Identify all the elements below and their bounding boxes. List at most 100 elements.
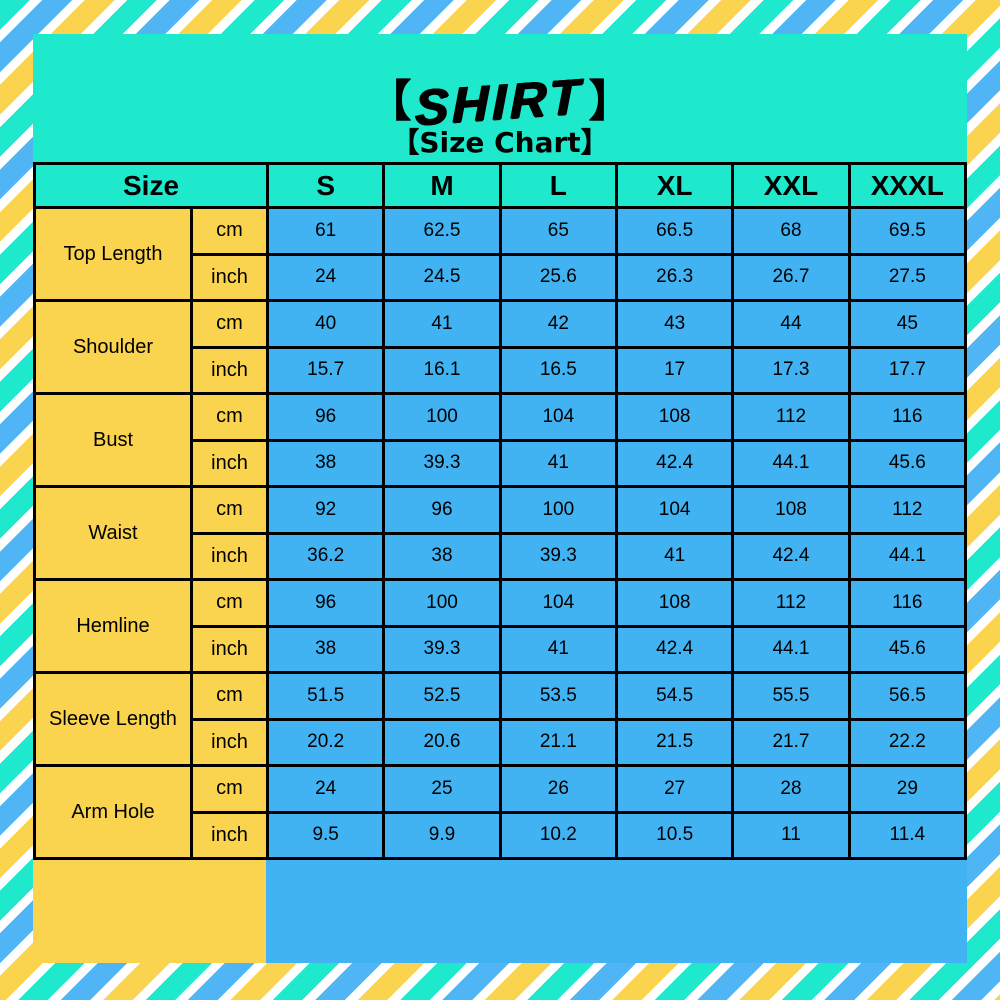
- value-cell: 20.6: [382, 717, 502, 767]
- unit-label: cm: [190, 206, 269, 256]
- table-row: inch 9.5 9.9 10.2 10.5 11 11.4: [35, 810, 968, 860]
- subtitle: 【Size Chart】: [391, 125, 609, 159]
- value-cell: 16.5: [498, 345, 618, 395]
- value-cell: 108: [614, 578, 735, 628]
- header-size-xl: XL: [614, 162, 735, 209]
- unit-label: cm: [190, 671, 269, 721]
- value-cell: 17.7: [847, 345, 968, 395]
- header-size-xxxl: XXXL: [847, 162, 968, 209]
- table-row: Top Length cm 61 62.5 65 66.5 68 69.5: [33, 206, 968, 302]
- value-cell: 55.5: [731, 671, 851, 721]
- value-cell: 40: [265, 299, 386, 349]
- main-title: 【 SHIRT 】: [367, 68, 633, 136]
- unit-label: inch: [190, 810, 269, 860]
- header-row: Size S M L XL XXL XXXL: [33, 162, 968, 209]
- value-cell: 108: [731, 485, 851, 535]
- value-cell: 112: [847, 485, 968, 535]
- table-row: inch 36.2 38 39.3 41 42.4 44.1: [35, 531, 968, 581]
- value-cell: 104: [614, 485, 735, 535]
- value-cell: 39.3: [382, 624, 502, 674]
- value-cell: 21.1: [498, 717, 618, 767]
- value-cell: 21.7: [731, 717, 851, 767]
- unit-label: cm: [190, 299, 269, 349]
- value-cell: 38: [265, 624, 386, 674]
- value-cell: 52.5: [382, 671, 502, 721]
- title-bracket-right-icon: 】: [588, 75, 633, 127]
- value-cell: 92: [265, 485, 386, 535]
- value-cell: 41: [498, 624, 618, 674]
- value-cell: 100: [382, 578, 502, 628]
- value-cell: 17.3: [731, 345, 851, 395]
- value-cell: 27.5: [847, 252, 968, 302]
- table-row: Bust cm 96 100 104 108 112 116: [33, 392, 968, 488]
- value-cell: 42.4: [614, 438, 735, 488]
- value-cell: 24.5: [382, 252, 502, 302]
- value-cell: 28: [731, 764, 851, 814]
- value-cell: 42.4: [614, 624, 735, 674]
- value-cell: 116: [847, 578, 968, 628]
- value-cell: 116: [847, 392, 968, 442]
- value-cell: 26.7: [731, 252, 851, 302]
- title-block: 【 SHIRT 】 【Size Chart】: [33, 34, 967, 162]
- title-bracket-left-icon: 【: [367, 75, 412, 127]
- unit-label: inch: [190, 624, 269, 674]
- value-cell: 22.2: [847, 717, 968, 767]
- value-cell: 104: [498, 392, 618, 442]
- value-cell: 41: [614, 531, 735, 581]
- value-cell: 9.5: [265, 810, 386, 860]
- value-cell: 17: [614, 345, 735, 395]
- table-row: Arm Hole cm 24 25 26 27 28 29: [33, 764, 968, 860]
- measurement-label: Arm Hole: [33, 764, 193, 860]
- value-cell: 56.5: [847, 671, 968, 721]
- value-cell: 104: [498, 578, 618, 628]
- value-cell: 42.4: [731, 531, 851, 581]
- footer-yellow-block: [33, 860, 266, 963]
- value-cell: 10.5: [614, 810, 735, 860]
- header-size-l: L: [498, 162, 618, 209]
- value-cell: 26.3: [614, 252, 735, 302]
- unit-label: inch: [190, 252, 269, 302]
- table-row: inch 15.7 16.1 16.5 17 17.3 17.7: [35, 345, 968, 395]
- value-cell: 62.5: [382, 206, 502, 256]
- value-cell: 26: [498, 764, 618, 814]
- table-row: inch 38 39.3 41 42.4 44.1 45.6: [35, 624, 968, 674]
- table-row: Shoulder cm 40 41 42 43 44 45: [33, 299, 968, 395]
- footer-blue-block: [266, 860, 967, 963]
- value-cell: 61: [265, 206, 386, 256]
- value-cell: 53.5: [498, 671, 618, 721]
- value-cell: 27: [614, 764, 735, 814]
- unit-label: cm: [190, 764, 269, 814]
- unit-label: cm: [190, 485, 269, 535]
- table-row: Waist cm 92 96 100 104 108 112: [33, 485, 968, 581]
- header-corner-size: Size: [33, 162, 269, 209]
- table-row: Hemline cm 96 100 104 108 112 116: [33, 578, 968, 674]
- value-cell: 41: [382, 299, 502, 349]
- title-text: SHIRT: [415, 67, 585, 136]
- table-row: Sleeve Length cm 51.5 52.5 53.5 54.5 55.5 56.5: [33, 671, 968, 767]
- value-cell: 15.7: [265, 345, 386, 395]
- value-cell: 44.1: [731, 624, 851, 674]
- unit-label: inch: [190, 438, 269, 488]
- value-cell: 36.2: [265, 531, 386, 581]
- size-chart-infographic: 【 SHIRT 】 【Size Chart】 Size S M L XL XXL XXXL …: [33, 34, 968, 963]
- value-cell: 54.5: [614, 671, 735, 721]
- value-cell: 44.1: [731, 438, 851, 488]
- value-cell: 24: [265, 252, 386, 302]
- value-cell: 11.4: [847, 810, 968, 860]
- measurement-label: Shoulder: [33, 299, 193, 395]
- value-cell: 21.5: [614, 717, 735, 767]
- value-cell: 29: [847, 764, 968, 814]
- unit-label: cm: [190, 578, 269, 628]
- value-cell: 65: [498, 206, 618, 256]
- table-row: inch 38 39.3 41 42.4 44.1 45.6: [35, 438, 968, 488]
- value-cell: 20.2: [265, 717, 386, 767]
- value-cell: 45.6: [847, 624, 968, 674]
- value-cell: 25: [382, 764, 502, 814]
- value-cell: 38: [265, 438, 386, 488]
- header-size-xxl: XXL: [731, 162, 851, 209]
- unit-label: inch: [190, 345, 269, 395]
- footer-blocks: [33, 860, 967, 963]
- value-cell: 41: [498, 438, 618, 488]
- value-cell: 45: [847, 299, 968, 349]
- measurement-label: Top Length: [33, 206, 193, 302]
